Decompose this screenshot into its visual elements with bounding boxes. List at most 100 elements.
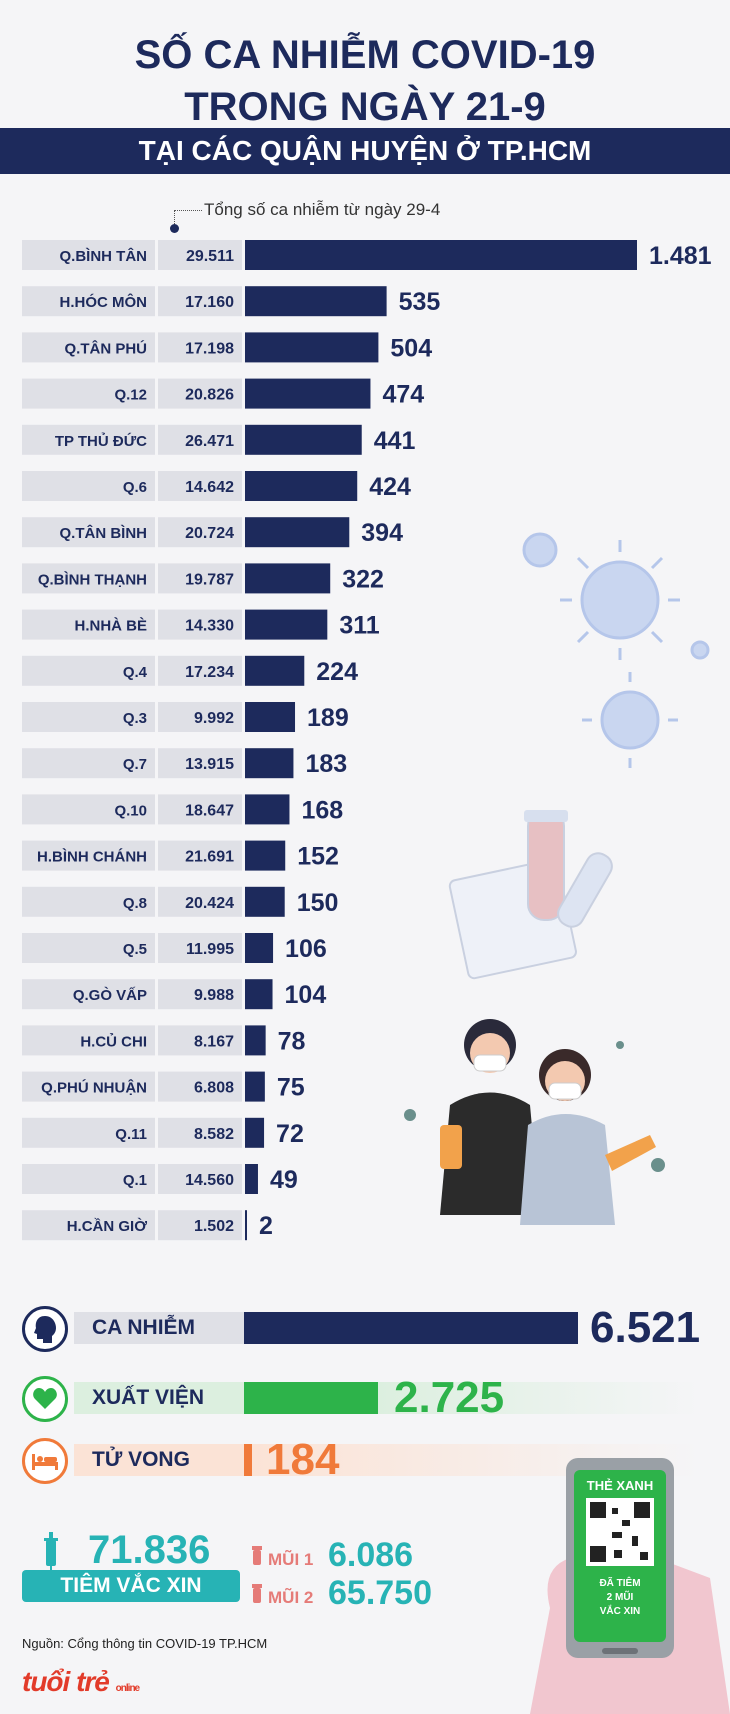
publisher-logo[interactable]: tuổi trẻ online	[22, 1666, 140, 1698]
total-cases-label: 11.995	[186, 941, 234, 958]
total-cases-label: 20.826	[185, 387, 234, 404]
daily-bar	[245, 748, 294, 779]
total-cell-bg	[158, 933, 242, 963]
daily-bar	[245, 471, 358, 501]
district-label-bg	[22, 609, 155, 640]
daily-value-label: 150	[297, 889, 339, 917]
total-cell-bg	[158, 1117, 242, 1148]
total-cases-label: 17.198	[185, 340, 234, 357]
daily-value-label: 168	[301, 796, 343, 824]
test-tube-illustration	[448, 810, 613, 980]
district-label-bg	[22, 933, 155, 963]
subtitle-banner: TẠI CÁC QUẬN HUYỆN Ở TP.HCM	[0, 128, 730, 174]
district-label-bg	[22, 1071, 155, 1102]
deaths-bar	[244, 1444, 252, 1476]
total-cell-bg	[158, 886, 242, 917]
daily-bar	[245, 517, 350, 548]
dose2-label: MŨI 2	[268, 1588, 314, 1607]
daily-value-label: 311	[339, 612, 379, 640]
total-cell-bg	[158, 979, 242, 1010]
district-label: Q.BÌNH TÂN	[60, 247, 148, 265]
daily-bar	[245, 702, 296, 732]
recovered-label: XUẤT VIỆN	[74, 1382, 262, 1414]
infected-label: CA NHIỄM	[74, 1312, 262, 1344]
daily-bar	[245, 655, 305, 686]
daily-value-label: 322	[342, 565, 384, 593]
district-label-bg	[22, 378, 155, 409]
daily-bar	[245, 794, 290, 825]
note-connector	[174, 210, 202, 211]
district-label: Q.5	[123, 941, 147, 958]
district-label: TP THỦ ĐỨC	[55, 432, 147, 450]
daily-value-label: 474	[382, 381, 424, 409]
total-cell-bg	[158, 1164, 242, 1194]
district-label-bg	[22, 979, 155, 1010]
total-cell-bg	[158, 332, 242, 363]
green-card-title: THẺ XANH	[586, 1478, 654, 1493]
district-label-bg	[22, 1210, 155, 1241]
daily-value-label: 104	[285, 981, 327, 1009]
total-cases-label: 6.808	[194, 1080, 234, 1097]
total-cell-bg	[158, 655, 242, 686]
total-cell-bg	[158, 1071, 242, 1102]
district-label: Q.PHÚ NHUẬN	[41, 1079, 147, 1097]
total-cell-bg	[158, 702, 242, 732]
heart-icon	[22, 1376, 68, 1422]
total-cell-bg	[158, 378, 242, 409]
district-label-bg	[22, 886, 155, 917]
syringe-icon	[44, 1532, 58, 1572]
vial-icon	[252, 1546, 262, 1565]
daily-bar	[245, 1164, 258, 1194]
deaths-label: TỬ VONG	[74, 1444, 262, 1476]
virus-illustration	[522, 532, 710, 768]
district-label-bg	[22, 1117, 155, 1148]
total-cases-label: 14.330	[185, 618, 234, 635]
total-cell-bg	[158, 840, 242, 871]
total-cases-label: 26.471	[185, 433, 234, 450]
daily-value-label: 49	[270, 1166, 298, 1194]
district-label-bg	[22, 563, 155, 594]
total-cell-bg	[158, 517, 242, 548]
total-cell-bg	[158, 424, 242, 455]
page-title-line2: TRONG NGÀY 21-9	[184, 85, 546, 129]
daily-value-label: 1.481	[649, 242, 712, 270]
total-cell-bg	[158, 794, 242, 825]
total-cases-label: 18.647	[185, 802, 234, 819]
district-label-bg	[22, 702, 155, 732]
daily-bar	[245, 1025, 266, 1056]
bed-icon	[22, 1438, 68, 1484]
total-cases-label: 17.160	[185, 294, 234, 311]
district-label-bg	[22, 748, 155, 779]
district-label: Q.8	[123, 895, 147, 912]
daily-value-label: 106	[285, 935, 327, 963]
district-label: Q.TÂN BÌNH	[60, 524, 148, 542]
district-label: H.CỦ CHI	[80, 1032, 147, 1050]
total-cell-bg	[158, 471, 242, 501]
daily-value-label: 424	[369, 473, 411, 501]
district-label: Q.BÌNH THẠNH	[38, 571, 147, 588]
total-cases-label: 9.988	[194, 987, 234, 1004]
total-cases-label: 29.511	[186, 248, 234, 265]
daily-value-label: 535	[399, 288, 441, 316]
daily-bar	[245, 332, 379, 363]
daily-value-label: 394	[361, 519, 403, 547]
daily-bar	[245, 240, 637, 270]
district-label-bg	[22, 332, 155, 363]
vaccine-label: TIÊM VẮC XIN	[22, 1570, 240, 1602]
district-label: Q.GÒ VẤP	[73, 986, 147, 1004]
green-card-line1: ĐÃ TIÊM	[599, 1578, 641, 1589]
totals-note: Tổng số ca nhiễm từ ngày 29-4	[204, 200, 441, 219]
total-cases-label: 19.787	[185, 571, 234, 588]
total-cell-bg	[158, 240, 242, 270]
district-label: Q.12	[114, 387, 147, 404]
source-note: Nguồn: Cổng thông tin COVID-19 TP.HCM	[22, 1636, 268, 1651]
total-cell-bg	[158, 1025, 242, 1056]
district-label: H.NHÀ BÈ	[74, 618, 147, 635]
total-cell-bg	[158, 1210, 242, 1241]
district-label-bg	[22, 471, 155, 501]
district-label-bg	[22, 240, 155, 270]
district-label-bg	[22, 424, 155, 455]
total-cases-label: 20.424	[185, 895, 234, 912]
total-cases-label: 8.582	[194, 1126, 234, 1143]
district-label: Q.10	[114, 802, 147, 819]
